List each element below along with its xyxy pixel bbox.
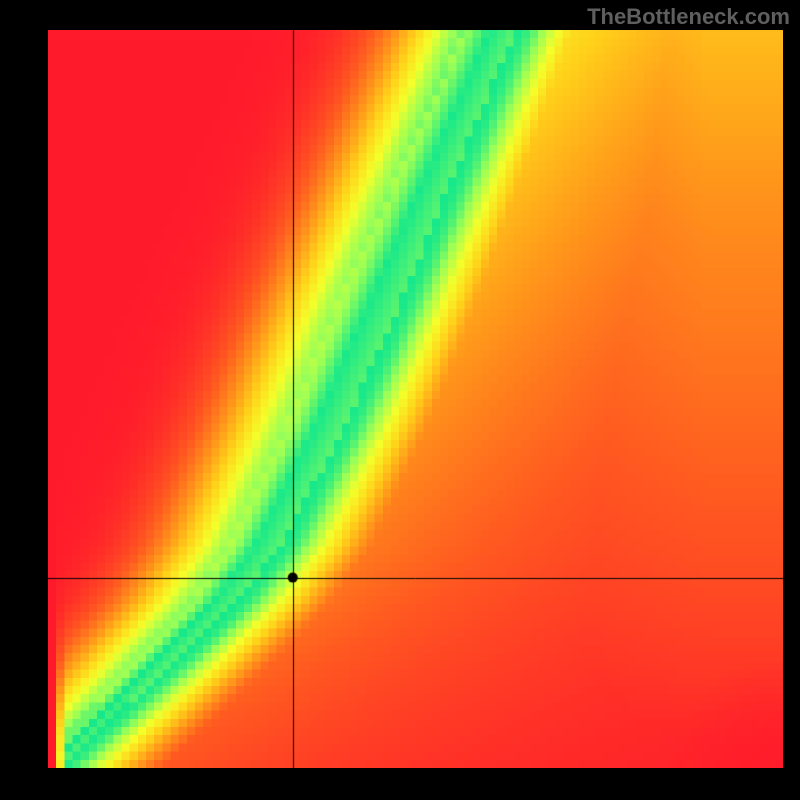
watermark-text: TheBottleneck.com [587, 4, 790, 30]
chart-container: TheBottleneck.com [0, 0, 800, 800]
heatmap-canvas [48, 30, 783, 768]
